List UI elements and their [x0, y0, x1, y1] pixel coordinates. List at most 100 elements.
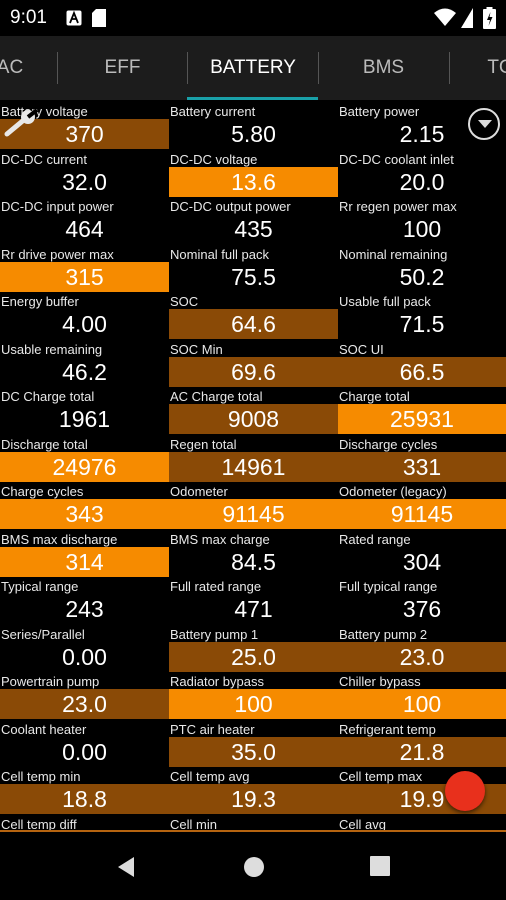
metric-value: 19.3 — [169, 784, 338, 814]
metric-cell[interactable]: Battery pump 1 25.0 — [169, 625, 338, 673]
metric-value: 376 — [338, 594, 506, 624]
nav-back-icon[interactable] — [116, 856, 136, 878]
metric-cell[interactable]: Energy buffer 4.00 — [0, 292, 169, 340]
metric-cell[interactable]: Battery current 5.80 — [169, 102, 338, 150]
metric-cell[interactable]: Battery pump 2 23.0 — [338, 625, 506, 673]
metric-value: 14961 — [169, 451, 338, 482]
metric-cell[interactable]: Powertrain pump 23.0 — [0, 672, 169, 720]
metric-cell[interactable]: Charge total 25931 — [338, 387, 506, 435]
battery-icon — [483, 7, 496, 29]
metric-cell[interactable]: Battery voltage 370 — [0, 102, 169, 150]
metric-value: 331 — [338, 451, 506, 482]
metric-value: 71.5 — [338, 309, 506, 339]
metric-label: SOC — [170, 294, 199, 309]
grid-row: DC-DC input power 464 DC-DC output power 43… — [0, 197, 506, 245]
metric-cell[interactable]: Usable remaining 46.2 — [0, 340, 169, 388]
metric-cell[interactable]: Discharge total 24976 — [0, 435, 169, 483]
metric-cell[interactable]: SOC UI 66.5 — [338, 340, 506, 388]
metric-value: 0.00 — [0, 736, 169, 767]
metric-cell[interactable]: Rr regen power max 100 — [338, 197, 506, 245]
metric-cell[interactable]: Cell temp min 18.8 — [0, 767, 169, 815]
metric-label: Full typical range — [339, 579, 438, 594]
metric-value: 314 — [0, 546, 169, 577]
metric-value: 5.80 — [169, 119, 338, 149]
tab-tc[interactable]: TC — [487, 57, 506, 78]
metric-label: Powertrain pump — [1, 674, 100, 689]
metric-cell[interactable]: Cell temp avg 19.3 — [169, 767, 338, 815]
wifi-icon — [434, 8, 456, 26]
metric-cell[interactable]: DC-DC voltage 13.6 — [169, 150, 338, 198]
metric-cell[interactable]: SOC Min 69.6 — [169, 340, 338, 388]
status-bar: 9:01 — [0, 0, 506, 36]
metric-label: Regen total — [170, 436, 237, 452]
metric-label: Charge cycles — [1, 484, 84, 499]
metric-cell[interactable]: Odometer 91145 — [169, 482, 338, 530]
metric-cell[interactable]: Discharge cycles 331 — [338, 435, 506, 483]
record-icon[interactable] — [445, 771, 485, 811]
metric-label: Battery pump 1 — [170, 626, 259, 642]
metric-cell[interactable]: SOC 64.6 — [169, 292, 338, 340]
metric-value: 21.8 — [338, 736, 506, 767]
metric-cell[interactable]: Usable full pack 71.5 — [338, 292, 506, 340]
metric-cell[interactable]: Nominal full pack 75.5 — [169, 245, 338, 293]
metric-cell[interactable]: Refrigerant temp 21.8 — [338, 720, 506, 768]
tab-eff[interactable]: EFF — [104, 57, 141, 78]
metric-cell[interactable]: BMS max discharge 314 — [0, 530, 169, 578]
tab-ac[interactable]: AC — [0, 57, 24, 78]
metric-label: Discharge cycles — [339, 436, 438, 452]
metric-label: Battery pump 2 — [339, 626, 428, 642]
grid-row: Typical range 243 Full rated range 471 Full … — [0, 577, 506, 625]
metric-cell[interactable]: Full rated range 471 — [169, 577, 338, 625]
metric-cell[interactable]: DC-DC current 32.0 — [0, 150, 169, 198]
metric-value: 18.8 — [0, 784, 169, 814]
metric-value: 343 — [0, 499, 169, 529]
metric-cell[interactable]: DC-DC input power 464 — [0, 197, 169, 245]
metric-label: Cell temp min — [1, 769, 81, 784]
nav-home-icon[interactable] — [243, 856, 265, 878]
metric-cell[interactable]: Radiator bypass 100 — [169, 672, 338, 720]
metric-label: AC Charge total — [170, 389, 263, 404]
signal-icon — [461, 8, 473, 28]
grid-row: Battery voltage 370 Battery current 5.80 Bat… — [0, 102, 506, 150]
wrench-icon[interactable] — [3, 108, 39, 138]
metric-label: Refrigerant temp — [339, 721, 436, 737]
metric-cell[interactable]: Full typical range 376 — [338, 577, 506, 625]
metric-value: 84.5 — [169, 546, 338, 577]
metric-cell[interactable]: Coolant heater 0.00 — [0, 720, 169, 768]
metric-label: DC Charge total — [1, 389, 95, 404]
metric-value: 46.2 — [0, 356, 169, 387]
tab-battery[interactable]: BATTERY — [210, 57, 296, 78]
grid-row: Series/Parallel 0.00 Battery pump 1 25.0 Bat… — [0, 625, 506, 673]
grid-row: Energy buffer 4.00 SOC 64.6 Usable full pack… — [0, 292, 506, 340]
tab-bms[interactable]: BMS — [362, 57, 405, 78]
metric-label: Chiller bypass — [339, 674, 421, 689]
metric-cell[interactable]: Typical range 243 — [0, 577, 169, 625]
metric-cell[interactable]: Rated range 304 — [338, 530, 506, 578]
metric-cell[interactable]: BMS max charge 84.5 — [169, 530, 338, 578]
grid-row: DC-DC current 32.0 DC-DC voltage 13.6 DC-DC … — [0, 150, 506, 198]
metric-label: DC-DC voltage — [170, 151, 258, 167]
metric-label: Energy buffer — [1, 294, 79, 309]
metric-cell[interactable]: DC Charge total 1961 — [0, 387, 169, 435]
metric-cell[interactable]: DC-DC coolant inlet 20.0 — [338, 150, 506, 198]
metric-label: DC-DC coolant inlet — [339, 151, 454, 167]
metric-value: 66.5 — [338, 356, 506, 387]
metric-cell[interactable]: DC-DC output power 435 — [169, 197, 338, 245]
metric-cell[interactable]: Series/Parallel 0.00 — [0, 625, 169, 673]
metric-label: Cell temp avg — [170, 769, 250, 784]
metric-value: 32.0 — [0, 166, 169, 197]
nav-recents-icon[interactable] — [370, 856, 390, 876]
metric-cell[interactable]: Odometer (legacy) 91145 — [338, 482, 506, 530]
metric-cell[interactable]: Rr drive power max 315 — [0, 245, 169, 293]
metric-label: PTC air heater — [170, 721, 255, 737]
metric-cell[interactable]: Chiller bypass 100 — [338, 672, 506, 720]
metric-cell[interactable]: Nominal remaining 50.2 — [338, 245, 506, 293]
metric-cell[interactable]: PTC air heater 35.0 — [169, 720, 338, 768]
metric-cell[interactable]: AC Charge total 9008 — [169, 387, 338, 435]
metric-cell[interactable]: Charge cycles 343 — [0, 482, 169, 530]
grid-row: Charge cycles 343 Odometer 91145 Odometer (l… — [0, 482, 506, 530]
metric-label: Nominal remaining — [339, 246, 448, 262]
chevron-down-icon[interactable] — [468, 108, 500, 140]
metric-cell[interactable]: Regen total 14961 — [169, 435, 338, 483]
metric-label: Usable full pack — [339, 294, 431, 309]
